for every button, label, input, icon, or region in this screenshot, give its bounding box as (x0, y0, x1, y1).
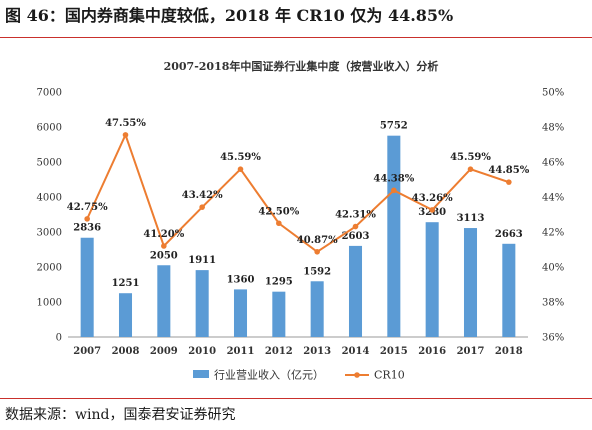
revenue-bar-label: 1592 (303, 266, 331, 277)
x-tick-label: 2017 (457, 346, 485, 357)
revenue-bar (233, 289, 248, 337)
x-tick-label: 2018 (495, 346, 523, 357)
x-tick-label: 2016 (418, 346, 446, 357)
y-left-tick-label: 1000 (37, 298, 62, 309)
cr10-point-label: 42.50% (258, 206, 299, 217)
cr10-point (276, 220, 282, 227)
x-tick-label: 2012 (265, 346, 293, 357)
revenue-bar-label: 1251 (112, 278, 140, 289)
y-left-tick-label: 5000 (37, 158, 62, 169)
cr10-point (84, 216, 90, 222)
cr10-point (161, 243, 167, 249)
legend-line-marker (354, 372, 360, 378)
y-right-tick-label: 46% (542, 158, 564, 169)
revenue-bar (387, 135, 401, 337)
y-left-tick-label: 6000 (37, 123, 62, 134)
y-left-tick-label: 4000 (37, 193, 62, 204)
cr10-revenue-chart: 2007-2018年中国证券行业集中度（按营业收入）分析 0 1000 2000 30… (37, 59, 565, 382)
data-source: 数据来源：wind，国泰君安证券研究 (5, 407, 236, 423)
cr10-point (352, 223, 359, 230)
cr10-point (429, 207, 435, 213)
y-right-tick-label: 38% (542, 298, 564, 309)
revenue-bar (157, 265, 171, 337)
y-right-tick-label: 48% (542, 123, 564, 134)
revenue-bar-label: 3113 (457, 213, 485, 224)
cr10-point (199, 204, 205, 210)
cr10-point (506, 179, 512, 185)
cr10-point-label: 43.42% (182, 190, 223, 201)
revenue-bar (195, 270, 209, 337)
bottom-divider (0, 398, 592, 399)
revenue-bar-label: 1911 (188, 255, 216, 266)
y-right-tick-label: 36% (542, 333, 564, 344)
y-right-tick-label: 42% (542, 228, 564, 239)
y-right-tick-label: 40% (542, 263, 564, 274)
revenue-bar (463, 228, 478, 337)
x-tick-label: 2008 (112, 346, 140, 357)
cr10-point-label: 43.26% (412, 193, 453, 204)
legend-bar-swatch (193, 370, 209, 378)
cr10-point-label: 42.31% (335, 210, 376, 221)
cr10-point-label: 47.55% (105, 118, 146, 129)
y-right-tick-label: 50% (542, 88, 564, 99)
revenue-bar-label: 5752 (380, 121, 408, 132)
cr10-labels: 42.75% 47.55% 41.20% 43.42% 45.59% 42.50% 40.8… (67, 118, 530, 246)
cr10-point-label: 40.87% (297, 235, 338, 246)
revenue-bars (80, 135, 516, 337)
revenue-bar (425, 222, 439, 337)
cr10-point-label: 45.59% (220, 152, 261, 163)
x-tick-label: 2015 (380, 346, 408, 357)
top-divider (0, 37, 592, 38)
revenue-bar-label: 2603 (342, 231, 370, 242)
cr10-point (237, 166, 244, 172)
y-left-tick-label: 7000 (37, 88, 62, 99)
revenue-bar-label: 2836 (73, 223, 101, 234)
cr10-point (467, 166, 474, 172)
revenue-bar (502, 243, 516, 337)
x-tick-label: 2007 (73, 346, 101, 357)
y-right-tick-label: 44% (542, 193, 564, 204)
revenue-bar (118, 293, 133, 337)
figure-title: 图 46：国内券商集中度较低，2018 年 CR10 仅为 44.85% (5, 6, 454, 25)
revenue-bar-label: 2663 (495, 229, 523, 240)
cr10-point-label: 44.38% (373, 173, 414, 184)
revenue-bar (272, 291, 286, 337)
cr10-point (122, 132, 129, 138)
y-left-tick-label: 2000 (37, 263, 62, 274)
x-tick-label: 2009 (150, 346, 178, 357)
chart-title: 2007-2018年中国证券行业集中度（按营业收入）分析 (164, 59, 439, 73)
y-left-tick-label: 0 (56, 333, 62, 344)
revenue-bar-label: 1360 (227, 274, 255, 285)
revenue-bar (310, 281, 324, 337)
legend-bar-label: 行业营业收入（亿元） (214, 368, 324, 382)
revenue-bar-label: 2050 (150, 250, 178, 261)
x-tick-label: 2014 (342, 346, 370, 357)
cr10-point (314, 248, 320, 255)
revenue-bar-label: 1295 (265, 277, 293, 288)
x-tick-label: 2011 (227, 346, 255, 357)
cr10-point (391, 187, 397, 194)
cr10-polyline (86, 132, 510, 253)
revenue-bar (348, 245, 363, 337)
revenue-bar (80, 237, 94, 337)
legend-line-label: CR10 (374, 369, 405, 382)
cr10-point-label: 42.75% (67, 202, 108, 213)
x-tick-label: 2013 (303, 346, 331, 357)
x-tick-label: 2010 (188, 346, 216, 357)
cr10-point-label: 44.85% (488, 165, 529, 176)
y-left-tick-label: 3000 (37, 228, 62, 239)
revenue-bar-labels: 2836125120501911136012951592260357523280… (73, 121, 523, 290)
axes: 0 1000 2000 3000 4000 5000 6000 7000 36% 38% 40% 42… (37, 88, 565, 358)
cr10-line (84, 132, 512, 255)
cr10-point-label: 45.59% (450, 152, 491, 163)
cr10-point-label: 41.20% (143, 229, 184, 240)
legend: 行业营业收入（亿元） CR10 (193, 368, 405, 382)
